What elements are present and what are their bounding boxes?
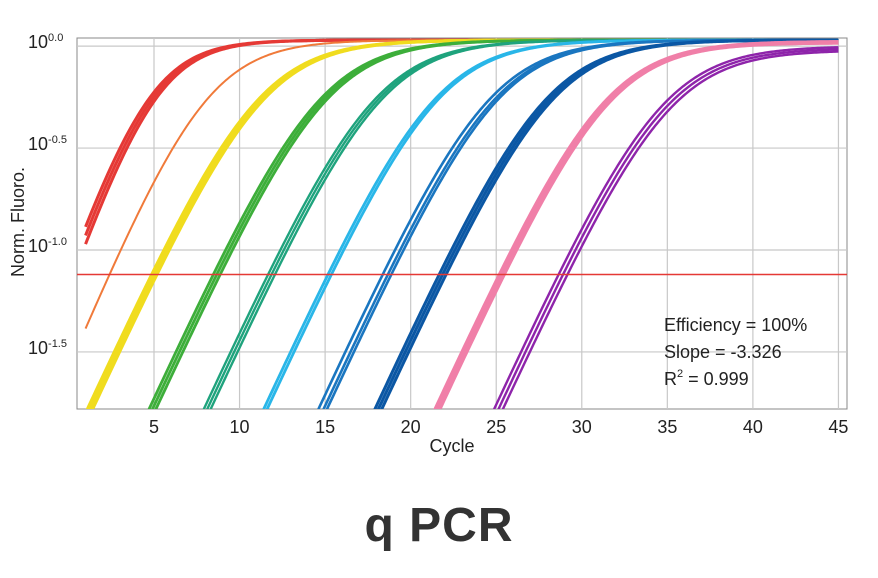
- y-axis-label: Norm. Fluoro.: [8, 167, 28, 277]
- x-tick-labels: 5 10 15 20 25 30 35 40 45: [149, 417, 848, 437]
- r-squared-value: = 0.999: [683, 369, 749, 389]
- qpcr-chart: 5 10 15 20 25 30 35 40 45 100.010-0.510-1.010-1.…: [8, 32, 848, 456]
- x-tick-label: 10: [230, 417, 250, 437]
- r-squared-prefix: R: [664, 369, 677, 389]
- y-tick-exponent: 0.0: [48, 32, 63, 44]
- x-tick-label: 45: [828, 417, 848, 437]
- x-tick-label: 5: [149, 417, 159, 437]
- x-tick-label: 40: [743, 417, 763, 437]
- series-dilution-9: [433, 40, 839, 409]
- slope-text: Slope = -3.326: [664, 342, 782, 362]
- stats-annotation: Efficiency = 100% Slope = -3.326 R2 = 0.…: [664, 315, 807, 389]
- x-tick-label: 30: [572, 417, 592, 437]
- amplification-curve: [497, 48, 839, 409]
- y-tick-label: 10-1.0: [28, 236, 67, 256]
- efficiency-text: Efficiency = 100%: [664, 315, 807, 335]
- series-dilution-10: [492, 46, 839, 409]
- x-tick-label: 35: [657, 417, 677, 437]
- y-tick-exponent: -1.0: [48, 236, 67, 248]
- x-axis-label: Cycle: [429, 436, 474, 456]
- amplification-curve: [436, 40, 839, 409]
- plot-area: [76, 37, 848, 410]
- y-tick-labels: 100.010-0.510-1.010-1.5: [28, 32, 67, 358]
- amplification-curve: [380, 38, 839, 409]
- amplification-curve: [501, 50, 839, 409]
- caption-title: q PCR: [364, 499, 514, 552]
- x-tick-label: 20: [401, 417, 421, 437]
- y-tick-base: 10: [28, 338, 48, 358]
- y-tick-base: 10: [28, 236, 48, 256]
- series-dilution-8: [373, 38, 839, 409]
- y-tick-base: 10: [28, 134, 48, 154]
- y-tick-base: 10: [28, 32, 48, 52]
- x-tick-label: 15: [315, 417, 335, 437]
- r-squared-text: R2 = 0.999: [664, 368, 749, 389]
- y-tick-label: 100.0: [28, 32, 63, 52]
- r-squared-superscript: 2: [677, 368, 683, 380]
- x-tick-label: 25: [486, 417, 506, 437]
- amplification-curve: [492, 46, 839, 409]
- gridlines: [77, 38, 847, 409]
- y-tick-label: 10-0.5: [28, 134, 67, 154]
- y-tick-exponent: -1.5: [48, 338, 67, 350]
- y-tick-label: 10-1.5: [28, 338, 67, 358]
- amplification-curves: [84, 38, 839, 409]
- y-tick-exponent: -0.5: [48, 134, 67, 146]
